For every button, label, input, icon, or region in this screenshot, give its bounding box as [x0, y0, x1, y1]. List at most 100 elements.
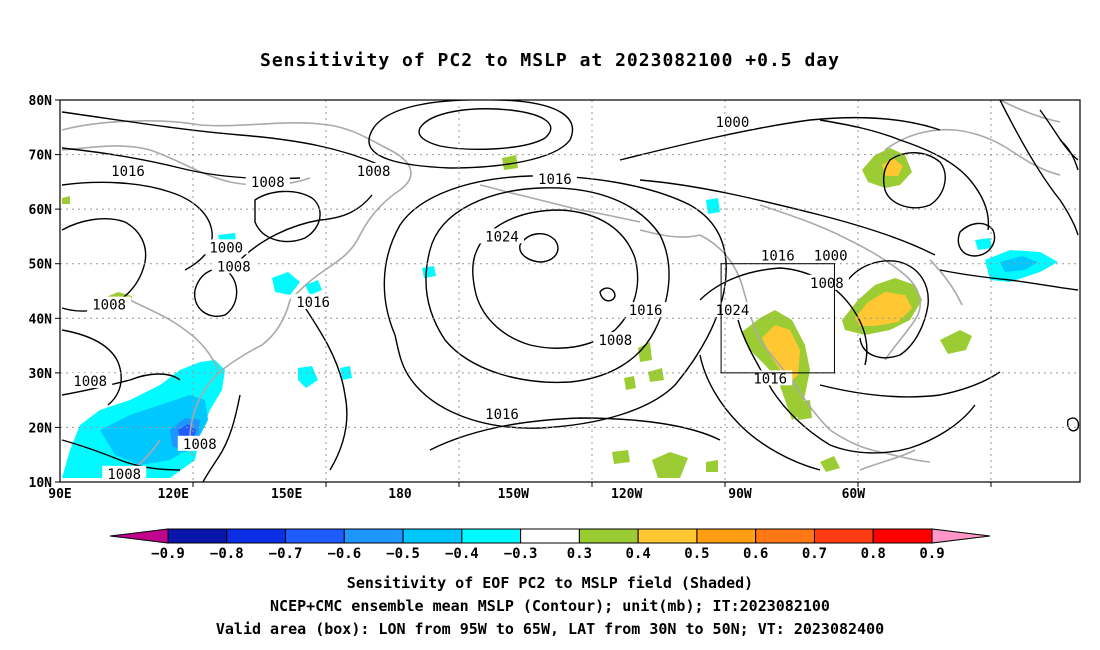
contour-label: 1016 — [106, 162, 150, 180]
colorbar-label: −0.9 — [151, 546, 185, 562]
longitude-label: 150E — [271, 487, 302, 502]
colorbar-swatch — [402, 528, 463, 544]
contour-label: 1016 — [480, 405, 524, 423]
colorbar-label: −0.6 — [327, 546, 361, 562]
colorbar-swatch — [637, 528, 698, 544]
svg-text:1000: 1000 — [716, 115, 750, 131]
caption-line-3: Valid area (box): LON from 95W to 65W, L… — [215, 620, 885, 638]
svg-text:1000: 1000 — [814, 249, 848, 265]
contour-label: 1024 — [480, 228, 524, 245]
colorbar-label: −0.3 — [504, 546, 538, 562]
longitude-label: 90W — [728, 487, 752, 502]
colorbar-arrow-high — [931, 528, 991, 544]
svg-text:1008: 1008 — [810, 276, 844, 292]
latitude-labels: 80N 70N 60N 50N 40N 30N 20N 10N — [29, 94, 53, 491]
svg-text:1024: 1024 — [716, 303, 750, 319]
colorbar-swatch — [696, 528, 757, 544]
longitude-label: 60W — [842, 487, 866, 502]
colorbar-swatch — [285, 528, 345, 544]
contour-label: 1008 — [68, 373, 113, 390]
colorbar-label: 0.8 — [861, 546, 886, 562]
svg-text:1008: 1008 — [92, 298, 126, 314]
caption-line-2: NCEP+CMC ensemble mean MSLP (Contour); u… — [270, 597, 830, 615]
colorbar-swatch — [578, 528, 639, 544]
contour-label: 1008 — [87, 296, 132, 314]
contour-label: 1008 — [211, 258, 256, 275]
svg-text:1016: 1016 — [538, 172, 572, 188]
latitude-label: 60N — [29, 203, 53, 218]
latitude-label: 50N — [29, 258, 53, 273]
colorbar-swatch — [755, 528, 815, 544]
latitude-label: 10N — [29, 476, 53, 491]
colorbar-swatch — [343, 528, 404, 544]
caption-line-1: Sensitivity of EOF PC2 to MSLP field (Sh… — [346, 574, 754, 592]
colorbar-swatch — [226, 528, 287, 544]
colorbar-label: −0.8 — [210, 546, 244, 562]
svg-text:1008: 1008 — [107, 467, 141, 483]
longitude-label: 120E — [158, 487, 189, 502]
svg-text:1016: 1016 — [629, 303, 663, 319]
mslp-contours — [61, 100, 1080, 482]
colorbar-label: 0.6 — [743, 546, 768, 562]
contour-label: 1008 — [102, 465, 147, 483]
svg-text:1008: 1008 — [217, 259, 251, 275]
colorbar-label: 0.5 — [684, 546, 709, 562]
contour-label: 1016 — [623, 302, 668, 319]
contour-label: 1008 — [351, 162, 396, 180]
axis-ticks — [55, 99, 992, 487]
contour-label: 1016 — [755, 247, 800, 265]
svg-text:1016: 1016 — [296, 295, 330, 311]
colorbar-swatch — [520, 528, 580, 544]
svg-text:1016: 1016 — [753, 371, 787, 387]
shaded-sensitivity — [62, 148, 1058, 478]
svg-text:1024: 1024 — [485, 229, 519, 245]
plot-frame — [59, 99, 1081, 483]
svg-text:1000: 1000 — [209, 240, 243, 256]
latitude-label: 40N — [29, 312, 53, 327]
longitude-label: 120W — [611, 487, 642, 502]
contour-label: 1008 — [804, 274, 849, 292]
latitude-label: 80N — [29, 94, 53, 109]
contour-label: 1016 — [291, 293, 336, 311]
colorbar-label: 0.4 — [626, 546, 651, 562]
longitude-label: 180 — [388, 487, 412, 502]
latitude-label: 30N — [29, 367, 53, 382]
contour-label: 1000 — [710, 113, 755, 131]
colorbar-swatch — [872, 528, 933, 544]
colorbar-label: −0.4 — [445, 546, 479, 562]
svg-text:1016: 1016 — [761, 249, 795, 265]
latitude-label: 70N — [29, 149, 53, 164]
latitude-label: 20N — [29, 421, 53, 436]
contour-label: 1016 — [532, 171, 577, 188]
longitude-label: 150W — [498, 487, 529, 502]
svg-text:1008: 1008 — [73, 374, 107, 390]
colorbar-swatch — [461, 528, 522, 544]
colorbar-label: 0.7 — [802, 546, 827, 562]
colorbar: −0.9 −0.8 −0.7 −0.6 −0.5 −0.4 −0.3 0.3 0.4 0.5 0.6… — [109, 528, 991, 562]
colorbar-label: −0.5 — [386, 546, 420, 562]
colorbar-label: 0.9 — [919, 546, 944, 562]
gridlines — [60, 100, 1080, 482]
colorbar-label: 0.3 — [567, 546, 592, 562]
svg-text:1008: 1008 — [598, 333, 632, 349]
svg-text:1008: 1008 — [183, 437, 217, 453]
valid-area-box — [720, 263, 835, 374]
svg-text:1008: 1008 — [251, 175, 285, 191]
longitude-labels: 90E 120E 150E 180 150W 120W 90W 60W — [48, 487, 865, 502]
svg-text:1008: 1008 — [357, 164, 391, 180]
contour-label: 1000 — [204, 239, 249, 256]
contour-label: 1008 — [593, 332, 638, 349]
contour-label: 1000 — [808, 247, 853, 265]
map-title: Sensitivity of PC2 to MSLP at 2023082100… — [259, 50, 840, 71]
colorbar-swatch — [167, 528, 228, 544]
contour-label: 1024 — [710, 302, 755, 319]
colorbar-arrow-low — [109, 528, 169, 544]
colorbar-swatch — [813, 528, 874, 544]
colorbar-label: −0.7 — [269, 546, 303, 562]
contour-label: 1016 — [748, 370, 793, 387]
contour-label: 1008 — [177, 435, 222, 453]
contour-label: 1008 — [245, 173, 290, 191]
svg-text:1016: 1016 — [485, 407, 519, 423]
svg-text:1016: 1016 — [111, 164, 145, 180]
